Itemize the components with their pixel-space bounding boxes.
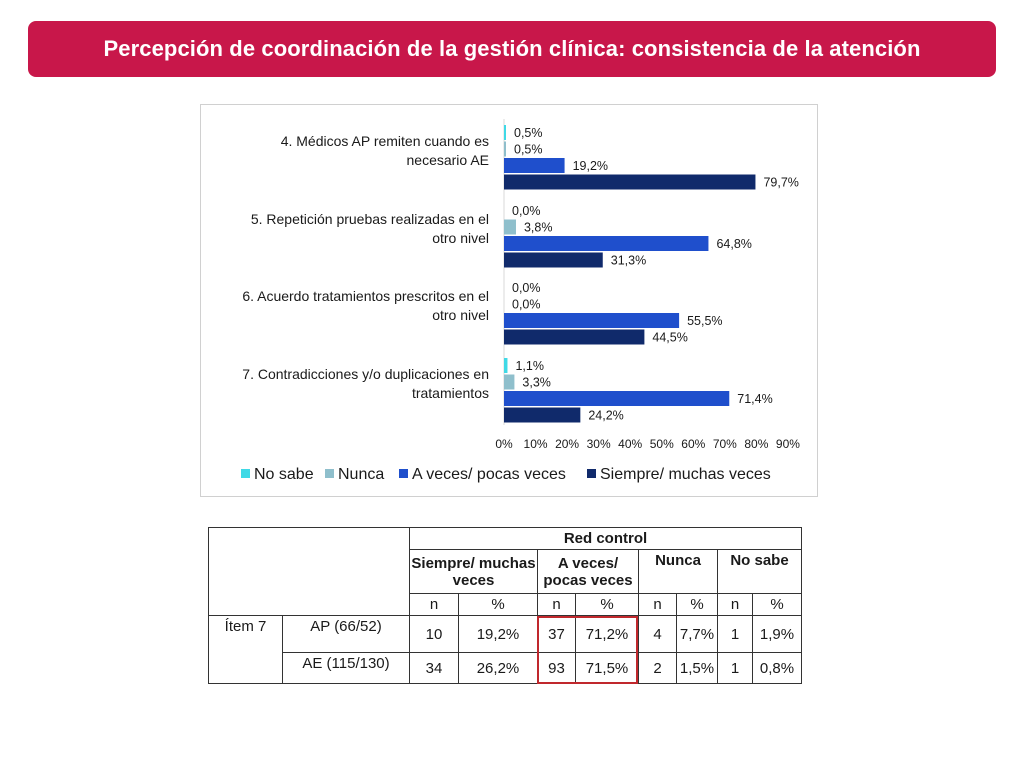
table-cell: 0,8% — [752, 652, 802, 684]
bar-a-veces-pocas-veces-5 — [504, 236, 709, 251]
table-cell: 7,7% — [676, 615, 718, 653]
category-label: otro nivel — [432, 230, 489, 246]
legend-label: No sabe — [254, 466, 314, 483]
category-label: otro nivel — [432, 307, 489, 323]
table-cell: 2 — [638, 652, 677, 684]
table-cell: 1 — [717, 652, 753, 684]
legend-swatch — [325, 469, 334, 478]
data-label: 0,0% — [512, 298, 541, 312]
category-label: 6. Acuerdo tratamientos prescritos en el — [242, 288, 489, 304]
category-label: 7. Contradicciones y/o duplicaciones en — [242, 366, 489, 382]
legend-label: Siempre/ muchas veces — [600, 466, 771, 483]
data-label: 79,7% — [763, 176, 798, 190]
category-label: tratamientos — [412, 385, 489, 401]
subheader-n: n — [537, 593, 576, 616]
bar-a-veces-pocas-veces-6 — [504, 313, 680, 328]
data-label: 3,3% — [522, 376, 551, 390]
bar-siempre-muchas-veces-4 — [504, 174, 756, 190]
col-header-siempre: Siempre/ muchas veces — [409, 549, 538, 594]
col-header-aveces: A veces/ pocas veces — [537, 549, 639, 594]
bar-siempre-muchas-veces-6 — [504, 329, 645, 345]
title-banner: Percepción de coordinación de la gestión… — [28, 21, 996, 77]
x-tick-label: 90% — [776, 437, 800, 451]
subheader-pct: % — [676, 593, 718, 616]
table-row: Ítem 7 AP (66/52) 10 19,2% 37 71,2% 4 7,… — [208, 615, 802, 684]
data-label: 0,5% — [514, 126, 543, 140]
x-tick-label: 20% — [555, 437, 579, 451]
item-label: Ítem 7 — [208, 615, 283, 684]
subheader-n: n — [409, 593, 459, 616]
table-corner — [208, 527, 410, 616]
data-label: 0,0% — [512, 281, 541, 295]
bar-siempre-muchas-veces-5 — [504, 252, 603, 268]
data-label: 55,5% — [687, 314, 722, 328]
table-group-header: Red control — [409, 527, 802, 550]
row-label: AP (66/52) — [282, 615, 410, 653]
x-tick-label: 0% — [495, 437, 513, 451]
page-title: Percepción de coordinación de la gestión… — [103, 36, 921, 61]
bar-nunca-7 — [504, 374, 515, 390]
bar-nunca-4 — [504, 141, 506, 157]
data-label: 44,5% — [652, 331, 687, 345]
row-label: AE (115/130) — [282, 652, 410, 684]
data-label: 71,4% — [737, 392, 772, 406]
category-label: 5. Repetición pruebas realizadas en el — [251, 211, 489, 227]
table-cell: 10 — [409, 615, 459, 653]
table-cell: 71,2% — [575, 615, 639, 653]
bar-chart: 0,5% 0,0% 0,0% 1,1% 0,5% 3,8% 0,0% 3,3% 19,2% 64,… — [200, 104, 818, 497]
bar-siempre-muchas-veces-7 — [504, 407, 581, 423]
x-tick-label: 50% — [650, 437, 674, 451]
table-cell: 1 — [717, 615, 753, 653]
subheader-pct: % — [575, 593, 639, 616]
table-cell: 4 — [638, 615, 677, 653]
x-tick-label: 30% — [587, 437, 611, 451]
results-table: Red control Siempre/ muchas veces A vece… — [208, 527, 802, 684]
legend-label: Nunca — [338, 466, 384, 483]
table-row: AE (115/130) 34 26,2% 93 71,5% 2 1,5% 1 … — [209, 652, 802, 684]
chart-canvas: 0,5% 0,0% 0,0% 1,1% 0,5% 3,8% 0,0% 3,3% 19,2% 64,… — [241, 119, 800, 483]
legend-swatch — [241, 469, 250, 478]
category-label: 4. Médicos AP remiten cuando es — [281, 133, 489, 149]
bar-nunca-5 — [504, 219, 516, 235]
x-tick-label: 70% — [713, 437, 737, 451]
subheader-pct: % — [458, 593, 538, 616]
category-label: necesario AE — [407, 152, 490, 168]
table-cell: 1,9% — [752, 615, 802, 653]
table-cell: 34 — [409, 652, 459, 684]
data-label: 19,2% — [573, 159, 608, 173]
data-label: 1,1% — [515, 359, 544, 373]
bar-no-sabe-7 — [504, 358, 508, 373]
table-cell: 1,5% — [676, 652, 718, 684]
data-label: 3,8% — [524, 221, 553, 235]
bar-a-veces-pocas-veces-4 — [504, 158, 565, 173]
legend-swatch — [587, 469, 596, 478]
x-tick-label: 40% — [618, 437, 642, 451]
table-cell: 71,5% — [575, 652, 639, 684]
col-header-nunca: Nunca — [638, 549, 718, 594]
bar-no-sabe-4 — [504, 125, 506, 140]
data-label: 0,0% — [512, 204, 541, 218]
data-label: 0,5% — [514, 143, 543, 157]
subheader-pct: % — [752, 593, 802, 616]
table-cell: 19,2% — [458, 615, 538, 653]
subheader-n: n — [717, 593, 753, 616]
table-cell: 37 — [537, 615, 576, 653]
col-header-nosabe: No sabe — [717, 549, 802, 594]
data-label: 64,8% — [716, 237, 751, 251]
x-tick-label: 80% — [744, 437, 768, 451]
data-label: 24,2% — [588, 409, 623, 423]
legend-swatch — [399, 469, 408, 478]
bar-a-veces-pocas-veces-7 — [504, 391, 730, 406]
x-tick-label: 60% — [681, 437, 705, 451]
table-cell: 26,2% — [458, 652, 538, 684]
data-label: 31,3% — [611, 254, 646, 268]
table-cell: 93 — [537, 652, 576, 684]
legend-label: A veces/ pocas veces — [412, 466, 566, 483]
subheader-n: n — [638, 593, 677, 616]
x-tick-label: 10% — [524, 437, 548, 451]
